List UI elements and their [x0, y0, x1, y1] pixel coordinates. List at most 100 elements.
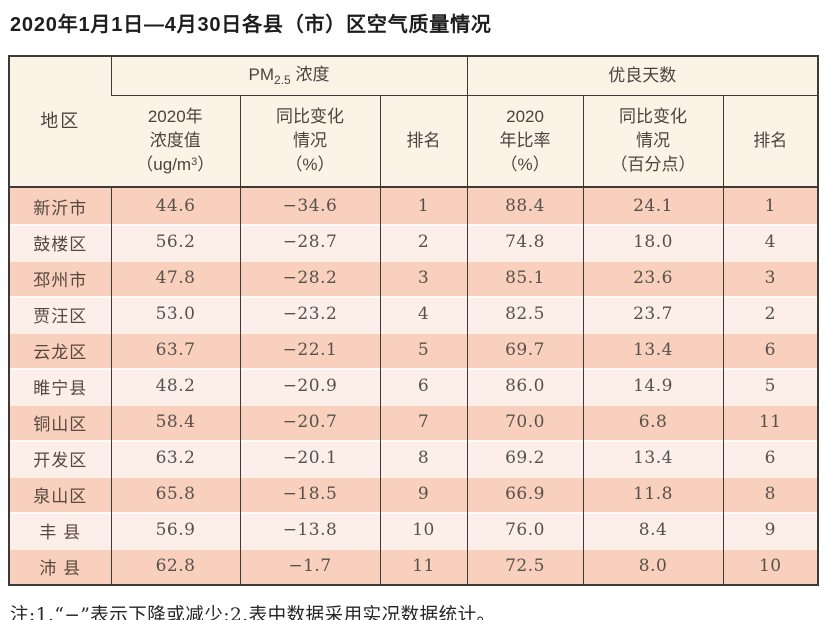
- rate-rank-cell: 2: [722, 296, 819, 332]
- pm25-change-line3: （%）: [285, 154, 335, 174]
- col-header-rate: 2020 年比率 （%）: [466, 95, 584, 188]
- pm25-value-cell: 44.6: [110, 187, 240, 224]
- rate-change-line2: 情况: [636, 131, 671, 151]
- region-cell: 云龙区: [9, 332, 111, 368]
- pm25-value-line2: 浓度值: [149, 131, 201, 151]
- footnote: 注:1.“−”表示下降或减少;2.表中数据采用实况数据统计。: [10, 605, 496, 620]
- rate-cell: 88.4: [466, 187, 584, 224]
- col-header-pm25-value: 2020年浓度值 （ug/m3）: [111, 95, 240, 188]
- pm25-change-cell: −22.1: [239, 332, 380, 368]
- rate-rank-cell: 8: [722, 476, 819, 512]
- pm25-value-cell: 65.8: [110, 476, 240, 512]
- pm25-value-cell: 63.7: [110, 332, 240, 368]
- table-row: 泉山区 65.8 −18.5 9 66.9 11.8 8: [9, 476, 819, 512]
- pm25-rank-cell: 6: [379, 368, 468, 404]
- pm25-change-cell: −20.7: [239, 404, 380, 440]
- table-header: 地区 PM2.5 浓度 优良天数 2020年浓度值 （ug/m3） 同比变化情况 （…: [9, 56, 819, 188]
- pm25-value-line1: 2020年: [147, 107, 203, 127]
- col-header-pm25-change: 同比变化情况 （%）: [239, 95, 380, 188]
- region-cell: 鼓楼区: [9, 224, 111, 260]
- col-group-good-days: 优良天数: [466, 56, 819, 96]
- rate-change-line1: 同比变化: [619, 107, 688, 127]
- pm25-value-cell: 58.4: [110, 404, 240, 440]
- pm25-change-cell: −20.9: [239, 368, 380, 404]
- rate-change-line3: （百分点）: [610, 154, 696, 174]
- pm25-value-cell: 62.8: [110, 548, 240, 585]
- rate-change-cell: 14.9: [582, 368, 724, 404]
- region-cell: 邳州市: [9, 260, 111, 296]
- rate-cell: 70.0: [466, 404, 584, 440]
- table-row: 鼓楼区 56.2 −28.7 2 74.8 18.0 4: [9, 224, 819, 260]
- rate-rank-cell: 6: [722, 440, 819, 476]
- pm25-value-unit-close: ）: [197, 154, 215, 174]
- col-group-pm25: PM2.5 浓度: [110, 56, 468, 96]
- rate-change-cell: 23.6: [582, 260, 724, 296]
- pm25-rank-cell: 10: [379, 512, 468, 548]
- rate-change-cell: 23.7: [582, 296, 724, 332]
- rate-change-cell: 6.8: [582, 404, 724, 440]
- pm25-value-unit-sup: 3: [191, 155, 198, 168]
- pm25-label-sub: 2.5: [274, 73, 291, 88]
- pm25-change-cell: −1.7: [239, 548, 380, 585]
- pm25-change-cell: −28.2: [239, 260, 380, 296]
- region-cell: 丰 县: [9, 512, 111, 548]
- rate-rank-cell: 5: [722, 368, 819, 404]
- table-body: 新沂市 44.6 −34.6 1 88.4 24.1 1 鼓楼区 56.2 −2…: [9, 187, 819, 585]
- pm25-rank-cell: 2: [379, 224, 468, 260]
- rate-change-cell: 8.4: [582, 512, 724, 548]
- pm25-change-cell: −18.5: [239, 476, 380, 512]
- rate-cell: 69.7: [466, 332, 584, 368]
- rate-rank-cell: 9: [722, 512, 819, 548]
- col-header-pm25-rank: 排名: [379, 95, 468, 188]
- table-row: 贾汪区 53.0 −23.2 4 82.5 23.7 2: [9, 296, 819, 332]
- pm25-change-line1: 同比变化: [276, 107, 344, 127]
- pm25-label-pre: PM: [248, 65, 275, 85]
- table-row: 丰 县 56.9 −13.8 10 76.0 8.4 9: [9, 512, 819, 548]
- air-quality-table: 地区 PM2.5 浓度 优良天数 2020年 浓度值 （ug/m3） 同比变化 情况（…: [8, 55, 820, 586]
- pm25-value-cell: 63.2: [110, 440, 240, 476]
- rate-rank-cell: 10: [722, 548, 819, 585]
- rate-change-cell: 13.4: [582, 332, 724, 368]
- col-header-rate-rank: 排名: [722, 95, 819, 188]
- rate-change-cell: 18.0: [582, 224, 724, 260]
- table-row: 开发区 63.2 −20.1 8 69.2 13.4 6: [9, 440, 819, 476]
- rate-cell: 85.1: [466, 260, 584, 296]
- header-group-row: 地区 PM2.5 浓度 优良天数: [9, 56, 819, 188]
- page-title: 2020年1月1日—4月30日各县（市）区空气质量情况: [10, 14, 492, 36]
- rate-line1: 2020: [506, 107, 544, 127]
- pm25-change-cell: −23.2: [239, 296, 380, 332]
- rate-cell: 82.5: [466, 296, 584, 332]
- pm25-rank-cell: 4: [379, 296, 468, 332]
- rate-cell: 66.9: [466, 476, 584, 512]
- table-row: 云龙区 63.7 −22.1 5 69.7 13.4 6: [9, 332, 819, 368]
- rate-change-cell: 13.4: [582, 440, 724, 476]
- rate-rank-cell: 3: [722, 260, 819, 296]
- pm25-change-line2: 情况: [293, 131, 327, 151]
- pm25-value-cell: 47.8: [110, 260, 240, 296]
- pm25-rank-cell: 11: [379, 548, 468, 585]
- rate-cell: 72.5: [466, 548, 584, 585]
- region-cell: 开发区: [9, 440, 111, 476]
- pm25-value-cell: 56.2: [110, 224, 240, 260]
- rate-line3: （%）: [500, 154, 550, 174]
- pm25-value-cell: 56.9: [110, 512, 240, 548]
- rate-change-cell: 8.0: [582, 548, 724, 585]
- rate-change-cell: 24.1: [582, 187, 724, 224]
- pm25-value-unit: （ug/m: [136, 154, 192, 174]
- pm25-change-cell: −28.7: [239, 224, 380, 260]
- rate-rank-cell: 6: [722, 332, 819, 368]
- pm25-rank-cell: 7: [379, 404, 468, 440]
- pm25-rank-cell: 3: [379, 260, 468, 296]
- pm25-rank-cell: 9: [379, 476, 468, 512]
- region-cell: 新沂市: [9, 187, 111, 224]
- header-sub-row: 2020年 浓度值 （ug/m3） 同比变化 情况 （%） 排名 2020 年比率 （%） …: [9, 95, 819, 188]
- rate-cell: 69.2: [466, 440, 584, 476]
- col-header-rate-change: 同比变化情况 （百分点）: [582, 95, 724, 188]
- rate-cell: 76.0: [466, 512, 584, 548]
- region-cell: 铜山区: [9, 404, 111, 440]
- table-row: 新沂市 44.6 −34.6 1 88.4 24.1 1: [9, 187, 819, 224]
- pm25-change-cell: −20.1: [239, 440, 380, 476]
- rate-line2: 年比率: [499, 131, 551, 151]
- table-row: 睢宁县 48.2 −20.9 6 86.0 14.9 5: [9, 368, 819, 404]
